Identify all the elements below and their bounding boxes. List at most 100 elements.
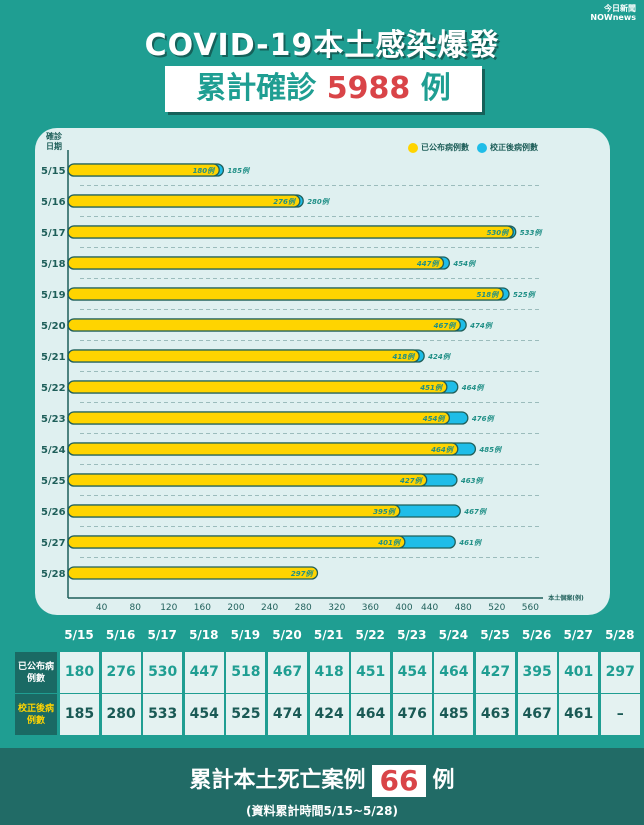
published-value-label: 447例 (417, 259, 441, 268)
published-bar (67, 225, 514, 239)
legend-label: 校正後病例數 (490, 143, 538, 152)
y-axis-label: 確診日期 (46, 132, 62, 151)
corrected-cell: 474 (268, 694, 307, 735)
corrected-cell: – (600, 694, 640, 735)
total-label: 累計確診 (196, 71, 317, 106)
logo-subtext: NOWnews (590, 13, 636, 22)
published-bar (67, 318, 461, 332)
x-tick-label: 520 (488, 603, 505, 613)
corrected-cell: 280 (101, 694, 141, 735)
published-bar (67, 194, 301, 208)
corrected-value-label: 280例 (307, 197, 331, 206)
published-bar (67, 380, 448, 394)
total-cases-banner: 累計確診 5988 例 (165, 66, 482, 112)
published-cell: 447 (184, 652, 224, 693)
x-tick-label: 40 (96, 603, 108, 613)
bar-chart: 5/15 185例 180例 5/16 280例 276例 5/17 533例 530例 5/18… (41, 150, 544, 613)
published-value-label: 451例 (420, 383, 444, 392)
column-date: 5/22 (355, 628, 385, 642)
x-tick-label: 80 (129, 603, 141, 613)
corrected-value-label: 467例 (464, 507, 488, 516)
published-bar (67, 256, 445, 270)
published-cell: 297 (600, 652, 640, 693)
death-line: 累計本土死亡案例 66 例 (0, 762, 644, 797)
published-bar (67, 349, 420, 363)
total-number: 5988 (326, 71, 411, 106)
published-value-label: 464例 (431, 445, 455, 454)
published-cell: 467 (268, 652, 307, 693)
published-cell: 454 (392, 652, 432, 693)
corrected-cell: 485 (434, 694, 474, 735)
corrected-cell: 424 (309, 694, 349, 735)
corrected-cell: 525 (226, 694, 266, 735)
corrected-value-label: 474例 (470, 321, 494, 330)
published-cell: 427 (476, 652, 515, 693)
x-tick-label: 360 (362, 603, 379, 613)
corrected-cell: 463 (476, 694, 515, 735)
x-tick-label: 440 (421, 603, 438, 613)
y-tick-label: 5/24 (41, 445, 66, 456)
y-tick-label: 5/25 (41, 476, 66, 487)
y-tick-label: 5/18 (41, 259, 66, 270)
corrected-cell: 454 (184, 694, 224, 735)
column-date: 5/26 (521, 628, 552, 642)
y-tick-label: 5/26 (41, 507, 66, 518)
y-tick-label: 5/20 (41, 321, 66, 332)
column-date: 5/23 (397, 628, 427, 642)
published-bar (67, 566, 319, 580)
x-tick-label: 400 (395, 603, 412, 613)
published-value-label: 467例 (434, 321, 458, 330)
corrected-cell: 476 (392, 694, 432, 735)
death-suffix: 例 (432, 768, 455, 793)
x-tick-label: 560 (522, 603, 539, 613)
y-tick-label: 5/17 (41, 228, 66, 239)
corrected-value-label: 424例 (428, 352, 452, 361)
corrected-value-label: 533例 (520, 228, 544, 237)
blue-dot-icon (477, 142, 487, 153)
column-date: 5/18 (189, 628, 219, 642)
published-value-label: 427例 (400, 476, 424, 485)
column-date: 5/20 (272, 628, 302, 642)
chart-panel: 確診日期 已公布病例數 校正後病例數 本土個案(例) 5/15 185例 180例 5… (35, 128, 610, 615)
published-bar (67, 504, 401, 518)
x-tick-label: 120 (160, 603, 177, 613)
published-cell: 451 (351, 652, 391, 693)
published-cell: 395 (517, 652, 557, 693)
published-cell: 530 (143, 652, 183, 693)
published-cell: 518 (226, 652, 266, 693)
published-value-label: 518例 (476, 290, 500, 299)
legend: 已公布病例數 校正後病例數 (408, 142, 538, 153)
column-date: 5/28 (605, 628, 635, 642)
column-date: 5/16 (105, 628, 136, 642)
column-date: 5/24 (438, 628, 469, 642)
column-date: 5/19 (230, 628, 261, 642)
published-value-label: 401例 (378, 538, 402, 547)
published-bar (67, 411, 451, 425)
x-axis-label: 本土個案(例) (548, 595, 584, 602)
column-date: 5/17 (147, 628, 177, 642)
y-tick-label: 5/16 (41, 197, 66, 208)
data-period: (資料累計時間5/15~5/28) (246, 804, 398, 818)
published-cell: 180 (60, 652, 99, 693)
published-cell: 418 (309, 652, 349, 693)
death-summary: 累計本土死亡案例 66 例 (資料累計時間5/15~5/28) (0, 748, 644, 825)
legend-corrected: 校正後病例數 (477, 142, 538, 153)
published-value-label: 180例 (193, 166, 217, 175)
published-bar (67, 535, 406, 549)
published-bar (67, 473, 428, 487)
total-suffix: 例 (420, 71, 451, 106)
published-value-label: 418例 (392, 352, 416, 361)
column-date: 5/25 (480, 628, 510, 642)
row-label-corrected: 校正後病例數 (15, 694, 57, 735)
corrected-value-label: 185例 (227, 166, 251, 175)
published-cell: 401 (559, 652, 599, 693)
y-tick-label: 5/23 (41, 414, 66, 425)
published-value-label: 454例 (423, 414, 447, 423)
y-tick-label: 5/21 (41, 352, 66, 363)
published-value-label: 530例 (487, 228, 511, 237)
published-cell: 276 (101, 652, 141, 693)
legend-published: 已公布病例數 (408, 142, 469, 153)
logo-text: 今日新聞 (604, 4, 636, 13)
y-tick-label: 5/22 (41, 383, 66, 394)
nownews-logo: 今日新聞 NOWnews (590, 4, 636, 22)
